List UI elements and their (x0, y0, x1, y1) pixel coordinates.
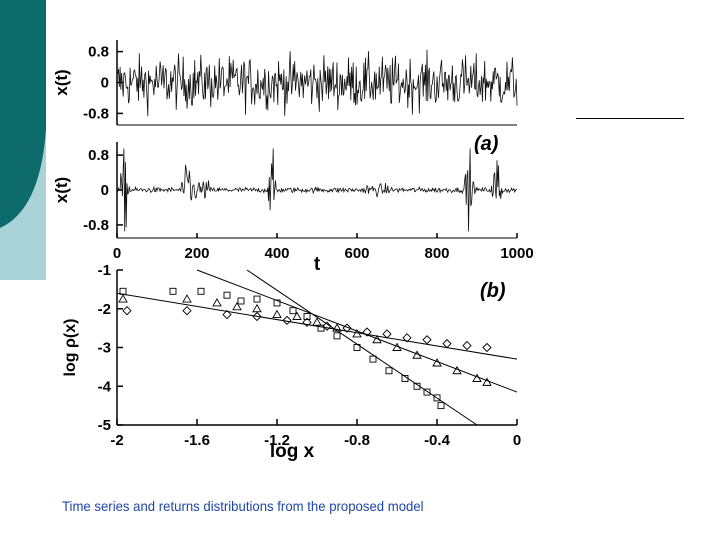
square-marker (353, 344, 361, 351)
y-tick-label: -1 (98, 262, 111, 279)
square-marker (253, 295, 261, 303)
diamond-marker (222, 309, 232, 320)
triangle-marker (232, 301, 242, 311)
triangle-marker (432, 358, 442, 367)
diamond-marker (342, 323, 352, 333)
fit-line (116, 292, 518, 360)
x-axis-label: log x (270, 441, 315, 462)
triangle-marker (392, 342, 402, 351)
x-tick-label: -1.2 (264, 432, 290, 449)
diamond-marker (442, 338, 452, 349)
square-marker (223, 291, 231, 299)
square-marker (385, 367, 393, 375)
diamond-marker (382, 329, 392, 339)
y-tick-label: -0.8 (83, 105, 109, 122)
diamond-marker (422, 335, 432, 345)
square-marker (333, 332, 341, 340)
triangle-marker (332, 323, 342, 332)
square-marker (401, 375, 409, 382)
triangle-marker (118, 294, 128, 303)
square-marker (169, 287, 177, 295)
x-axis-label: t (314, 254, 321, 275)
diamond-marker (122, 306, 132, 316)
x-tick-label: 200 (184, 245, 209, 262)
y-tick-label: -2 (98, 301, 111, 318)
triangle-marker (372, 334, 382, 344)
square-marker (423, 388, 431, 396)
series-line (116, 148, 518, 232)
x-tick-label: 0 (113, 245, 121, 262)
y-axis-label: x(t) (52, 69, 71, 95)
x-tick-label: -2 (110, 432, 123, 449)
square-marker (237, 297, 245, 305)
x-tick-label: 400 (264, 245, 289, 262)
y-tick-label: 0.8 (88, 44, 109, 61)
x-tick-label: -0.8 (344, 432, 370, 449)
triangle-marker (292, 311, 302, 320)
diamond-marker (252, 311, 262, 322)
diamond-marker (282, 315, 292, 326)
square-marker (437, 402, 445, 410)
diamond-marker (462, 340, 472, 351)
triangle-marker (352, 329, 362, 338)
triangle-marker (182, 294, 192, 303)
diamond-marker (362, 327, 372, 337)
y-tick-label: -5 (98, 417, 111, 434)
y-axis-label: x(t) (52, 177, 71, 203)
square-marker (303, 313, 311, 320)
triangle-marker (472, 373, 482, 382)
square-marker (289, 307, 297, 315)
x-tick-label: -0.4 (424, 432, 451, 449)
horizontal-rule (576, 118, 684, 119)
x-tick-label: 600 (344, 245, 369, 262)
diamond-marker (482, 342, 492, 353)
y-tick-label: 0 (101, 182, 109, 199)
diamond-marker (302, 317, 312, 327)
x-tick-label: 1000 (500, 245, 533, 262)
x-tick-label: 800 (424, 245, 449, 262)
y-tick-label: -0.8 (83, 217, 109, 234)
square-marker (433, 394, 441, 402)
x-tick-label: -1.6 (184, 432, 210, 449)
slide-caption: Time series and returns distributions fr… (62, 498, 424, 514)
y-axis-label: log ρ(x) (62, 319, 79, 377)
panel-label: (b) (480, 280, 506, 302)
square-marker (197, 287, 205, 295)
diamond-marker (402, 333, 412, 343)
series-line (116, 49, 518, 117)
y-tick-label: -4 (98, 378, 112, 395)
triangle-marker (412, 350, 422, 359)
diamond-marker (322, 321, 332, 331)
triangle-marker (212, 298, 222, 307)
y-tick-label: 0 (101, 75, 109, 92)
triangle-marker (482, 377, 492, 386)
triangle-marker (272, 309, 282, 319)
triangle-marker (252, 303, 262, 313)
triangle-marker (312, 317, 322, 326)
square-marker (273, 299, 281, 307)
slide-white-mask (0, 280, 46, 540)
panel-label: (a) (474, 133, 499, 155)
fit-line (246, 269, 478, 426)
y-tick-label: -3 (98, 340, 111, 357)
slide-teal-curve-light (0, 130, 46, 280)
time-series-top-panel: 0.8 0 -0.8 x(t) (52, 40, 518, 126)
x-tick-label: 0 (513, 432, 521, 449)
square-marker (369, 355, 377, 363)
fit-line (196, 269, 518, 393)
y-tick-label: 0.8 (88, 147, 109, 164)
diamond-marker (182, 306, 192, 316)
triangle-marker (452, 365, 462, 375)
slide-teal-band-dark (0, 0, 46, 228)
square-marker (413, 382, 421, 390)
